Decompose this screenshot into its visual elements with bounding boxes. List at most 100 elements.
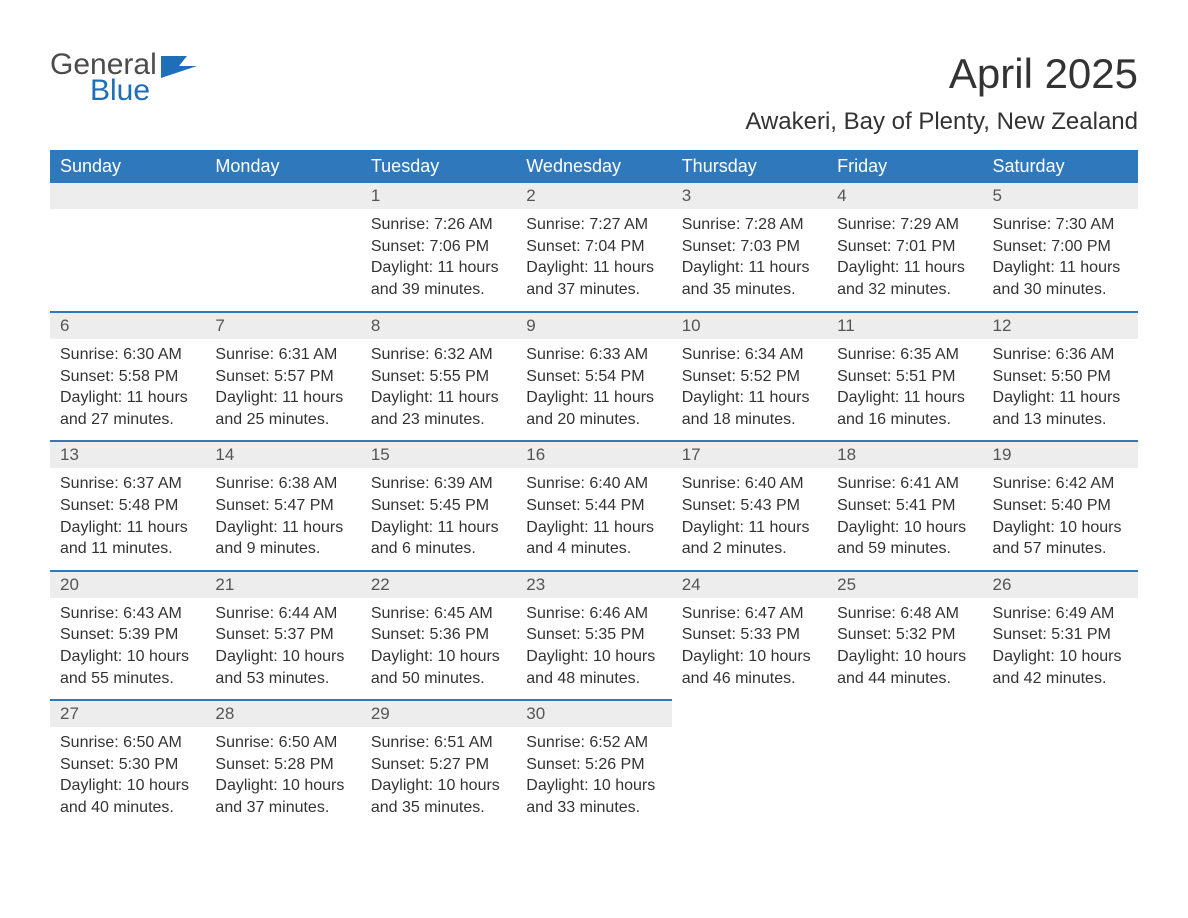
day-details: Sunrise: 6:32 AMSunset: 5:55 PMDaylight:…	[361, 339, 516, 440]
daylight-line: Daylight: 10 hours and 37 minutes.	[215, 775, 350, 818]
calendar-day-cell: 8Sunrise: 6:32 AMSunset: 5:55 PMDaylight…	[361, 311, 516, 440]
calendar-day-cell: 9Sunrise: 6:33 AMSunset: 5:54 PMDaylight…	[516, 311, 671, 440]
day-header: Wednesday	[516, 150, 671, 183]
day-header: Saturday	[983, 150, 1138, 183]
day-number: 22	[361, 570, 516, 598]
calendar-day-cell: 27Sunrise: 6:50 AMSunset: 5:30 PMDayligh…	[50, 699, 205, 828]
daylight-line: Daylight: 11 hours and 18 minutes.	[682, 387, 817, 430]
calendar-day-cell: 4Sunrise: 7:29 AMSunset: 7:01 PMDaylight…	[827, 183, 982, 311]
day-number: 8	[361, 311, 516, 339]
calendar-day-cell: 17Sunrise: 6:40 AMSunset: 5:43 PMDayligh…	[672, 440, 827, 569]
sunrise-line: Sunrise: 6:39 AM	[371, 473, 506, 495]
calendar-day-cell: 14Sunrise: 6:38 AMSunset: 5:47 PMDayligh…	[205, 440, 360, 569]
calendar-day-cell: 22Sunrise: 6:45 AMSunset: 5:36 PMDayligh…	[361, 570, 516, 699]
sunset-line: Sunset: 5:52 PM	[682, 366, 817, 388]
day-details: Sunrise: 6:43 AMSunset: 5:39 PMDaylight:…	[50, 598, 205, 699]
day-details: Sunrise: 6:40 AMSunset: 5:44 PMDaylight:…	[516, 468, 671, 569]
sunrise-line: Sunrise: 6:41 AM	[837, 473, 972, 495]
day-number: 4	[827, 183, 982, 209]
sunset-line: Sunset: 5:45 PM	[371, 495, 506, 517]
day-number: 21	[205, 570, 360, 598]
sunrise-line: Sunrise: 6:47 AM	[682, 603, 817, 625]
calendar-day-cell	[983, 699, 1138, 828]
calendar-day-cell: 11Sunrise: 6:35 AMSunset: 5:51 PMDayligh…	[827, 311, 982, 440]
sunset-line: Sunset: 5:41 PM	[837, 495, 972, 517]
calendar-day-cell: 2Sunrise: 7:27 AMSunset: 7:04 PMDaylight…	[516, 183, 671, 311]
calendar-day-cell: 1Sunrise: 7:26 AMSunset: 7:06 PMDaylight…	[361, 183, 516, 311]
sunrise-line: Sunrise: 6:38 AM	[215, 473, 350, 495]
sunset-line: Sunset: 5:37 PM	[215, 624, 350, 646]
daylight-line: Daylight: 11 hours and 2 minutes.	[682, 517, 817, 560]
calendar-week-row: 1Sunrise: 7:26 AMSunset: 7:06 PMDaylight…	[50, 183, 1138, 311]
calendar-week-row: 13Sunrise: 6:37 AMSunset: 5:48 PMDayligh…	[50, 440, 1138, 569]
day-details: Sunrise: 6:44 AMSunset: 5:37 PMDaylight:…	[205, 598, 360, 699]
sunset-line: Sunset: 5:54 PM	[526, 366, 661, 388]
day-number: 12	[983, 311, 1138, 339]
day-header: Friday	[827, 150, 982, 183]
sunrise-line: Sunrise: 6:49 AM	[993, 603, 1128, 625]
day-number: 14	[205, 440, 360, 468]
daylight-line: Daylight: 11 hours and 6 minutes.	[371, 517, 506, 560]
calendar-day-cell	[50, 183, 205, 311]
calendar-day-cell: 26Sunrise: 6:49 AMSunset: 5:31 PMDayligh…	[983, 570, 1138, 699]
calendar-day-cell: 16Sunrise: 6:40 AMSunset: 5:44 PMDayligh…	[516, 440, 671, 569]
daylight-line: Daylight: 10 hours and 48 minutes.	[526, 646, 661, 689]
day-number: 23	[516, 570, 671, 598]
sunset-line: Sunset: 5:27 PM	[371, 754, 506, 776]
calendar-day-cell	[827, 699, 982, 828]
calendar-day-cell: 21Sunrise: 6:44 AMSunset: 5:37 PMDayligh…	[205, 570, 360, 699]
calendar-day-cell: 20Sunrise: 6:43 AMSunset: 5:39 PMDayligh…	[50, 570, 205, 699]
sunrise-line: Sunrise: 6:34 AM	[682, 344, 817, 366]
day-details: Sunrise: 6:36 AMSunset: 5:50 PMDaylight:…	[983, 339, 1138, 440]
day-details: Sunrise: 6:50 AMSunset: 5:30 PMDaylight:…	[50, 727, 205, 828]
day-details: Sunrise: 7:29 AMSunset: 7:01 PMDaylight:…	[827, 209, 982, 310]
title-block: April 2025 Awakeri, Bay of Plenty, New Z…	[745, 50, 1138, 136]
day-header-row: Sunday Monday Tuesday Wednesday Thursday…	[50, 150, 1138, 183]
day-number: 26	[983, 570, 1138, 598]
sunset-line: Sunset: 7:06 PM	[371, 236, 506, 258]
day-number: 13	[50, 440, 205, 468]
sunset-line: Sunset: 5:28 PM	[215, 754, 350, 776]
day-details: Sunrise: 7:28 AMSunset: 7:03 PMDaylight:…	[672, 209, 827, 310]
daylight-line: Daylight: 11 hours and 30 minutes.	[993, 257, 1128, 300]
sunrise-line: Sunrise: 7:28 AM	[682, 214, 817, 236]
day-number: 30	[516, 699, 671, 727]
day-number: 28	[205, 699, 360, 727]
logo-text: General Blue	[50, 50, 157, 106]
daylight-line: Daylight: 10 hours and 59 minutes.	[837, 517, 972, 560]
sunset-line: Sunset: 5:30 PM	[60, 754, 195, 776]
day-number: 9	[516, 311, 671, 339]
sunrise-line: Sunrise: 6:37 AM	[60, 473, 195, 495]
empty-day-number	[50, 183, 205, 209]
sunset-line: Sunset: 5:35 PM	[526, 624, 661, 646]
calendar-day-cell: 6Sunrise: 6:30 AMSunset: 5:58 PMDaylight…	[50, 311, 205, 440]
daylight-line: Daylight: 10 hours and 55 minutes.	[60, 646, 195, 689]
day-number: 16	[516, 440, 671, 468]
daylight-line: Daylight: 10 hours and 50 minutes.	[371, 646, 506, 689]
calendar-week-row: 20Sunrise: 6:43 AMSunset: 5:39 PMDayligh…	[50, 570, 1138, 699]
daylight-line: Daylight: 11 hours and 27 minutes.	[60, 387, 195, 430]
daylight-line: Daylight: 11 hours and 11 minutes.	[60, 517, 195, 560]
day-number: 10	[672, 311, 827, 339]
day-header: Thursday	[672, 150, 827, 183]
calendar-day-cell: 7Sunrise: 6:31 AMSunset: 5:57 PMDaylight…	[205, 311, 360, 440]
daylight-line: Daylight: 11 hours and 16 minutes.	[837, 387, 972, 430]
calendar-day-cell	[205, 183, 360, 311]
sunrise-line: Sunrise: 6:45 AM	[371, 603, 506, 625]
day-header: Monday	[205, 150, 360, 183]
sunset-line: Sunset: 5:58 PM	[60, 366, 195, 388]
day-details: Sunrise: 6:35 AMSunset: 5:51 PMDaylight:…	[827, 339, 982, 440]
day-number: 17	[672, 440, 827, 468]
day-details: Sunrise: 6:37 AMSunset: 5:48 PMDaylight:…	[50, 468, 205, 569]
daylight-line: Daylight: 11 hours and 39 minutes.	[371, 257, 506, 300]
sunrise-line: Sunrise: 6:46 AM	[526, 603, 661, 625]
location-subtitle: Awakeri, Bay of Plenty, New Zealand	[745, 108, 1138, 136]
daylight-line: Daylight: 11 hours and 35 minutes.	[682, 257, 817, 300]
sunrise-line: Sunrise: 6:42 AM	[993, 473, 1128, 495]
daylight-line: Daylight: 10 hours and 42 minutes.	[993, 646, 1128, 689]
sunset-line: Sunset: 5:26 PM	[526, 754, 661, 776]
sunrise-line: Sunrise: 7:30 AM	[993, 214, 1128, 236]
day-details: Sunrise: 6:39 AMSunset: 5:45 PMDaylight:…	[361, 468, 516, 569]
daylight-line: Daylight: 10 hours and 33 minutes.	[526, 775, 661, 818]
daylight-line: Daylight: 10 hours and 35 minutes.	[371, 775, 506, 818]
